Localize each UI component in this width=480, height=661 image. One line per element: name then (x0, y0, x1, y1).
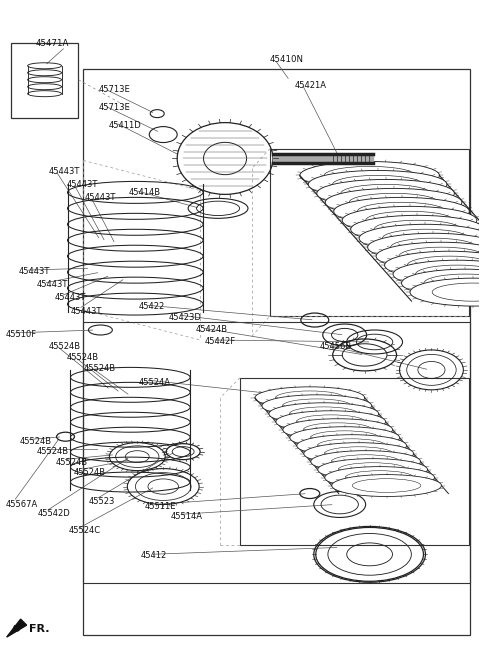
Ellipse shape (342, 206, 477, 234)
Text: 45423D: 45423D (168, 313, 201, 322)
Ellipse shape (311, 451, 420, 473)
Text: 45443T: 45443T (48, 167, 80, 176)
Text: FR.: FR. (29, 624, 49, 634)
Text: 45422: 45422 (138, 302, 165, 311)
Ellipse shape (255, 387, 365, 408)
Text: 45524B: 45524B (48, 342, 81, 351)
Ellipse shape (290, 427, 399, 449)
Ellipse shape (269, 403, 379, 425)
Ellipse shape (351, 215, 480, 243)
Text: 45713E: 45713E (98, 102, 130, 112)
Text: 45443T: 45443T (55, 293, 86, 302)
Ellipse shape (359, 224, 480, 253)
Text: 45443T: 45443T (36, 280, 68, 289)
Ellipse shape (283, 419, 393, 441)
Text: 45524B: 45524B (56, 457, 88, 467)
Bar (84, 322, 470, 583)
Ellipse shape (393, 260, 480, 288)
Ellipse shape (304, 443, 413, 465)
Bar (84, 69, 470, 635)
Ellipse shape (410, 278, 480, 306)
Text: 45471A: 45471A (36, 39, 69, 48)
Text: 45442F: 45442F (205, 337, 236, 346)
Ellipse shape (300, 161, 439, 190)
Ellipse shape (276, 410, 385, 433)
Text: 45524B: 45524B (20, 437, 52, 446)
Text: 45514A: 45514A (170, 512, 202, 522)
Bar (270, 149, 469, 316)
Text: 45424B: 45424B (195, 325, 227, 334)
Ellipse shape (297, 435, 407, 457)
Text: 45523: 45523 (88, 496, 115, 506)
Ellipse shape (384, 251, 480, 279)
Text: 45511E: 45511E (144, 502, 176, 510)
Ellipse shape (402, 269, 480, 297)
Polygon shape (7, 619, 26, 637)
Text: 45524A: 45524A (138, 378, 170, 387)
Text: 45421A: 45421A (295, 81, 327, 90)
Ellipse shape (376, 242, 480, 270)
Ellipse shape (325, 188, 462, 216)
Ellipse shape (334, 198, 469, 225)
Text: 45443T: 45443T (71, 307, 102, 316)
Text: 45411D: 45411D (108, 120, 141, 130)
Text: 45443T: 45443T (19, 267, 50, 276)
Bar (240, 378, 469, 545)
Ellipse shape (317, 179, 455, 208)
Ellipse shape (368, 233, 480, 261)
Text: 45524B: 45524B (73, 467, 106, 477)
Text: 45414B: 45414B (128, 188, 160, 198)
Text: 45524B: 45524B (84, 364, 116, 373)
Text: 45410N: 45410N (270, 55, 304, 64)
Ellipse shape (332, 475, 442, 496)
Ellipse shape (318, 459, 428, 481)
Text: 45524C: 45524C (69, 526, 101, 535)
Text: 45524B: 45524B (67, 353, 98, 362)
Text: 45567A: 45567A (6, 500, 38, 508)
Text: 45456B: 45456B (320, 342, 352, 351)
Ellipse shape (262, 395, 372, 416)
Text: 45443T: 45443T (67, 180, 98, 190)
Text: 45524B: 45524B (36, 447, 69, 455)
Text: 45443T: 45443T (84, 194, 116, 202)
Ellipse shape (308, 171, 447, 198)
Text: 45713E: 45713E (98, 85, 130, 94)
Text: 45412: 45412 (140, 551, 167, 561)
Text: 45510F: 45510F (6, 330, 37, 339)
Ellipse shape (325, 467, 434, 488)
Text: 45542D: 45542D (37, 510, 71, 518)
Bar (11, 43, 78, 118)
